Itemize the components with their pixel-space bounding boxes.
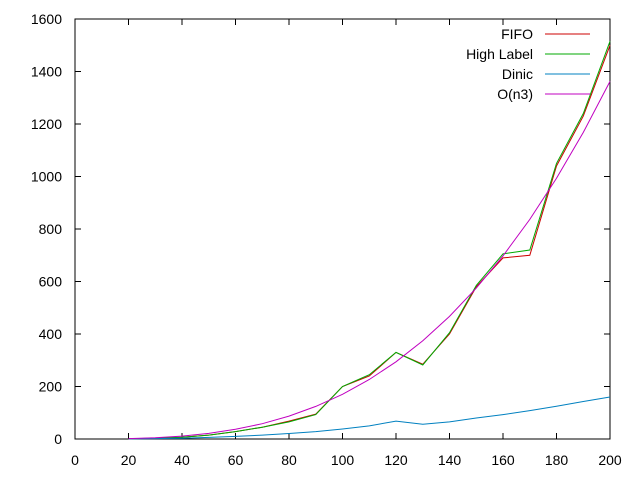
plot-area-frame	[74, 18, 611, 440]
series-lines	[128, 41, 611, 440]
x-tick-label: 0	[71, 452, 79, 468]
y-tick-label: 1600	[31, 11, 62, 27]
legend: FIFO High Label Dinic O(n3)	[466, 26, 590, 102]
x-tick-label: 20	[121, 452, 137, 468]
axis-tick-labels: 0 20 40 60 80 100 120 140 160 180 200 0 200 400 600 800…	[31, 11, 622, 468]
series-line-high-label	[128, 41, 611, 440]
y-tick-label: 600	[39, 274, 63, 290]
legend-label-high-label: High Label	[466, 46, 533, 62]
x-tick-label: 140	[438, 452, 462, 468]
series-line-o-n3	[128, 81, 611, 440]
legend-label-o-n3: O(n3)	[497, 86, 533, 102]
x-tick-label: 100	[331, 452, 355, 468]
x-tick-label: 80	[281, 452, 297, 468]
y-tick-label: 1000	[31, 169, 62, 185]
y-tick-label: 400	[39, 326, 63, 342]
series-line-dinic	[128, 396, 611, 440]
y-tick-label: 1400	[31, 64, 62, 80]
x-tick-label: 120	[384, 452, 408, 468]
y-tick-label: 200	[39, 379, 63, 395]
axis-ticks	[74, 18, 611, 440]
x-tick-label: 200	[598, 452, 622, 468]
x-tick-label: 180	[545, 452, 569, 468]
x-tick-label: 40	[174, 452, 190, 468]
y-tick-label: 800	[39, 221, 63, 237]
y-tick-label: 0	[54, 431, 62, 447]
y-tick-label: 1200	[31, 116, 62, 132]
x-tick-label: 60	[228, 452, 244, 468]
x-tick-label: 160	[491, 452, 515, 468]
legend-label-fifo: FIFO	[501, 26, 533, 42]
legend-label-dinic: Dinic	[502, 66, 533, 82]
